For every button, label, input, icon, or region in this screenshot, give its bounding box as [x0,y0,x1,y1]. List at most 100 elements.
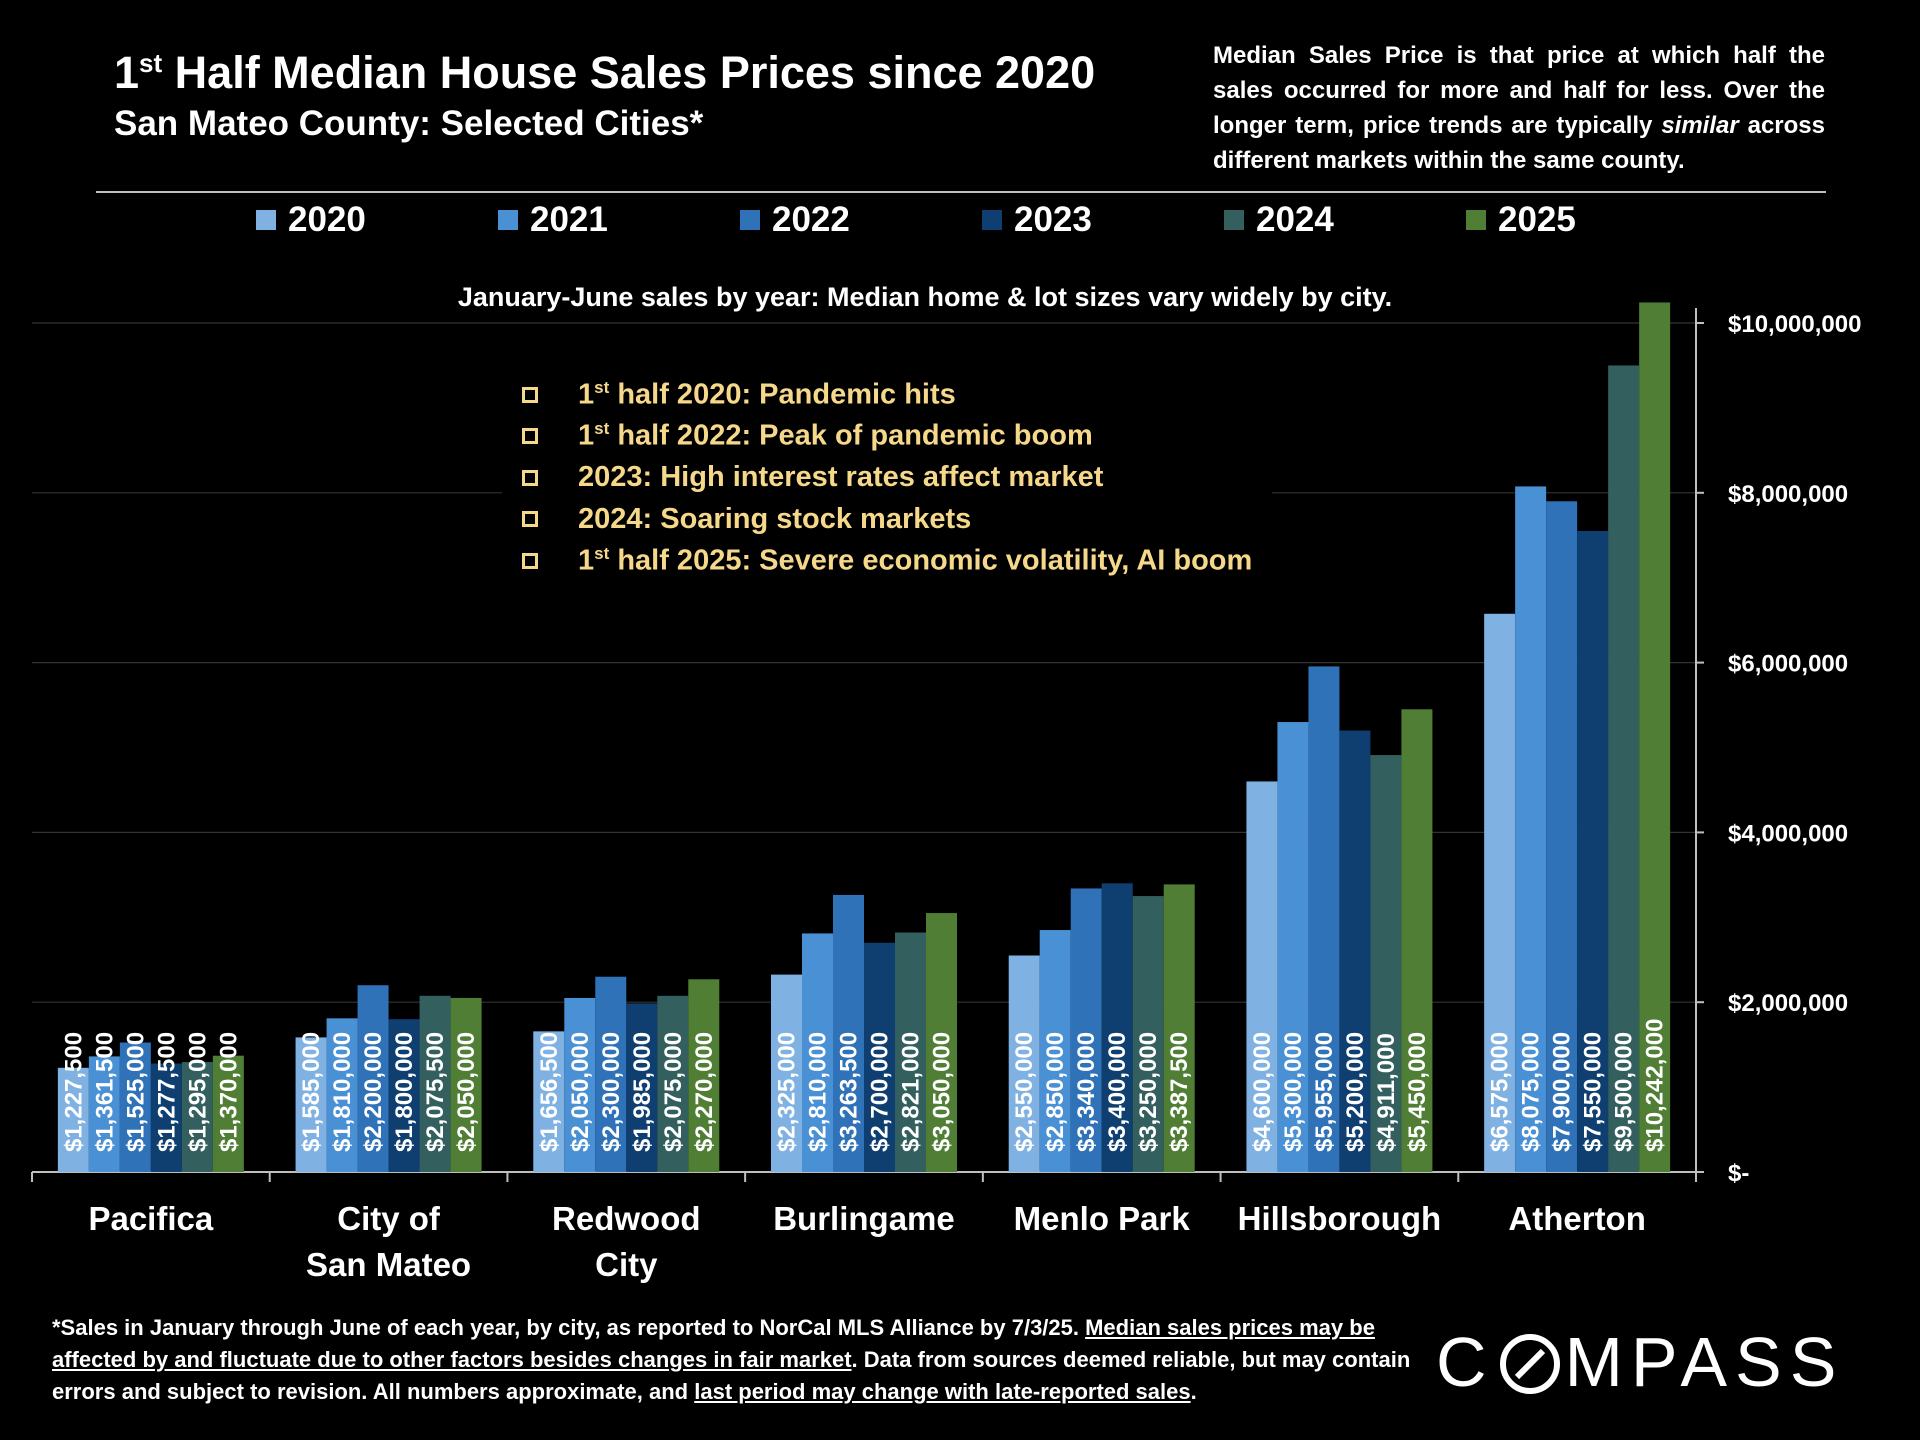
legend-label-2021: 2021 [530,200,608,239]
footnote: *Sales in January through June of each y… [52,1315,1411,1404]
bar-value-label: $3,050,000 [929,1032,956,1152]
bar-value-label: $4,911,000 [1373,1033,1400,1152]
bar-2022 [1070,888,1102,1172]
bar-value-label: $1,810,000 [329,1032,356,1152]
bar-value-label: $1,525,000 [122,1032,149,1152]
bar-value-label: $5,200,000 [1342,1032,1369,1152]
bar-2024 [657,995,689,1172]
bar-value-label: $2,325,000 [774,1032,801,1152]
bar-2021 [802,933,833,1172]
bar-2023 [1339,730,1371,1172]
bar-value-label: $3,340,000 [1073,1032,1100,1152]
legend-item-2022: 2022 [740,200,850,240]
legend-swatch-2023 [982,210,1002,230]
bar-2020 [1008,955,1040,1172]
bar-2024 [1608,365,1640,1172]
bar-2025 [1401,709,1433,1172]
bar-value-label: $10,242,000 [1642,1019,1669,1152]
bar-2020 [295,1037,327,1172]
bar-value-label: $2,821,000 [898,1032,925,1152]
bar-2024 [419,995,451,1172]
event-text: 1st half 2022: Peak of pandemic boom [578,419,1093,453]
category-label: Menlo Park [1014,1200,1191,1237]
bar-value-label: $9,500,000 [1611,1032,1638,1152]
bar-2024 [181,1062,213,1172]
median-definition: Median Sales Price is that price at whic… [1213,42,1826,174]
category-label: Hillsborough [1238,1200,1441,1237]
bar-2025 [1639,302,1671,1172]
bar-value-label: $3,263,500 [836,1032,863,1152]
y-tick-label: $6,000,000 [1728,651,1848,678]
title-block: 1st Half Median House Sales Prices since… [114,48,1095,144]
legend-label-2022: 2022 [772,200,850,239]
bar-2020 [57,1067,89,1172]
checkbox-bullet-icon [522,386,538,403]
legend-label-2024: 2024 [1256,200,1334,239]
event-text: 1st half 2020: Pandemic hits [578,377,956,411]
category-label: Burlingame [773,1200,955,1237]
bar-2024 [895,932,926,1172]
bar-2022 [595,976,627,1172]
bar-2022 [1308,666,1340,1172]
bar-2024 [1132,896,1164,1172]
bar-value-label: $5,300,000 [1280,1032,1307,1152]
legend-item-2021: 2021 [498,200,608,240]
checkbox-bullet-icon [522,469,538,486]
y-tick-label: $4,000,000 [1728,820,1848,847]
chart-legend: 2020 2021 2022 2023 2024 2025 [256,200,1656,248]
category-label: Atherton [1508,1200,1645,1237]
y-tick-label: $- [1728,1160,1749,1187]
bar-2025 [688,979,720,1172]
legend-swatch-2022 [740,210,760,230]
bar-2020 [1246,781,1278,1172]
category-label: City of [337,1200,441,1237]
bar-2023 [864,942,895,1172]
bar-value-label: $5,955,000 [1311,1032,1338,1152]
bar-2022 [1546,501,1578,1172]
bar-value-label: $2,550,000 [1011,1032,1038,1152]
checkbox-bullet-icon [522,552,538,569]
y-tick-label: $2,000,000 [1728,990,1848,1017]
bar-2023 [150,1063,182,1172]
legend-swatch-2025 [1466,210,1486,230]
legend-swatch-2021 [498,210,518,230]
legend-item-2023: 2023 [982,200,1092,240]
bar-value-label: $2,050,000 [567,1032,594,1152]
compass-logo: C MPASS [1436,1323,1845,1401]
bar-2023 [388,1019,420,1172]
bar-2021 [88,1056,120,1172]
bar-2022 [119,1042,151,1172]
chart-note: January-June sales by year: Median home … [457,282,1393,312]
bar-2024 [1370,755,1402,1172]
legend-item-2020: 2020 [256,200,366,240]
bar-2025 [926,913,957,1172]
legend-swatch-2020 [256,210,276,230]
bar-value-label: $2,810,000 [805,1032,832,1152]
event-item: 1st half 2025: Severe economic volatilit… [522,540,1252,582]
bar-value-label: $2,270,000 [691,1032,718,1152]
bar-value-label: $7,900,000 [1549,1032,1576,1152]
page-subtitle: San Mateo County: Selected Cities* [114,103,704,143]
bar-2022 [833,894,864,1172]
category-label: San Mateo [306,1246,471,1283]
bar-value-label: $3,400,000 [1104,1032,1131,1152]
bar-value-label: $1,985,000 [629,1032,656,1152]
bar-2021 [564,997,596,1172]
checkbox-bullet-icon [522,428,538,445]
bar-2023 [1577,531,1609,1172]
event-item: 2024: Soaring stock markets [522,499,1252,541]
bar-2025 [1163,884,1195,1172]
bar-value-label: $1,800,000 [391,1032,418,1152]
bar-value-label: $3,387,500 [1166,1032,1193,1152]
bar-2022 [357,985,389,1172]
y-tick-label: $8,000,000 [1728,481,1848,508]
event-item: 1st half 2020: Pandemic hits [522,374,1252,416]
event-item: 2023: High interest rates affect market [522,457,1252,499]
bar-value-label: $1,277,500 [153,1032,180,1152]
bar-2021 [1277,722,1309,1172]
bar-value-label: $7,550,000 [1580,1032,1607,1152]
header-divider [96,191,1826,193]
legend-label-2025: 2025 [1498,200,1576,239]
bar-value-label: $2,850,000 [1042,1032,1069,1152]
event-text: 2024: Soaring stock markets [578,502,972,535]
